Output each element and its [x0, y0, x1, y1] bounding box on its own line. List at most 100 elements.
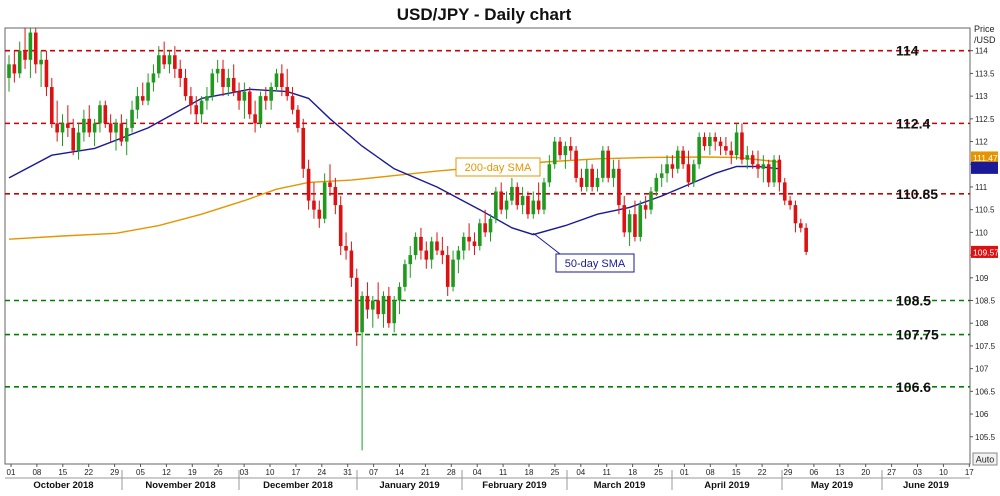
- candle: [750, 150, 755, 169]
- candle-body: [526, 196, 530, 215]
- x-day-label: 03: [913, 468, 922, 477]
- candle: [435, 232, 439, 256]
- x-day-label: 14: [395, 468, 404, 477]
- y-tick-label: 110: [975, 228, 988, 237]
- candle-body: [387, 295, 391, 324]
- y-tick-label: 108: [975, 319, 989, 328]
- candle: [135, 87, 140, 119]
- candle-body: [135, 96, 140, 110]
- candle-body: [247, 91, 252, 115]
- candle-body: [285, 87, 289, 97]
- candle: [782, 177, 787, 206]
- candle-body: [595, 177, 600, 187]
- x-day-label: 19: [188, 468, 197, 477]
- candle: [654, 173, 659, 197]
- candle-body: [627, 214, 632, 233]
- candle: [724, 137, 728, 156]
- candle-body: [617, 168, 621, 206]
- candle-body: [542, 182, 546, 210]
- candle: [408, 246, 413, 278]
- candle-body: [536, 200, 541, 210]
- candle-body: [12, 64, 17, 74]
- x-day-label: 08: [706, 468, 715, 477]
- x-day-label: 31: [343, 468, 352, 477]
- sma-labels: 200-day SMA 50-day SMA: [455, 157, 635, 273]
- candle: [189, 87, 193, 115]
- candle: [772, 155, 776, 187]
- candle-body: [66, 123, 70, 128]
- candle: [590, 164, 594, 192]
- x-day-label: 15: [58, 468, 67, 477]
- x-day-label: 01: [7, 468, 16, 477]
- level-label-4: 107.75: [896, 327, 939, 343]
- candle: [638, 200, 643, 242]
- candle: [515, 182, 520, 210]
- candle-body: [424, 250, 429, 260]
- candle: [718, 137, 723, 156]
- candle: [194, 96, 199, 124]
- x-day-label: 06: [809, 468, 818, 477]
- candle-body: [92, 123, 97, 133]
- candle: [360, 291, 364, 451]
- candle: [338, 196, 343, 256]
- candle: [766, 159, 771, 187]
- candle: [692, 159, 696, 187]
- candle: [17, 41, 22, 78]
- price-badge-1: [971, 161, 998, 174]
- candle-body: [429, 241, 434, 260]
- candle-body: [199, 100, 204, 115]
- x-day-label: 01: [680, 468, 689, 477]
- candle-body: [574, 150, 578, 178]
- candle-body: [408, 255, 413, 265]
- candle-body: [157, 55, 161, 74]
- candle: [60, 114, 65, 147]
- candle: [253, 100, 257, 133]
- candle: [617, 159, 621, 215]
- candle-body: [702, 137, 707, 147]
- candle-body: [520, 196, 525, 206]
- candle-body: [50, 87, 54, 124]
- candle-body: [713, 137, 717, 142]
- candle: [371, 295, 375, 328]
- candle: [745, 146, 750, 169]
- candle: [804, 223, 808, 256]
- time-axis: 01 08 15 22 29 05 12 19 26 03 10 17 24 31 07 14 21 28 04 11…: [5, 463, 974, 491]
- level-label-3: 108.5: [896, 293, 931, 309]
- candle: [413, 232, 418, 260]
- auto-scale-button[interactable]: Auto: [972, 452, 998, 466]
- candle: [296, 105, 300, 133]
- candle-body: [71, 127, 75, 151]
- x-day-label: 13: [835, 468, 844, 477]
- candle: [397, 282, 402, 315]
- candle-body: [338, 205, 343, 246]
- candle-body: [633, 214, 637, 237]
- chart-title: USD/JPY - Daily chart: [397, 5, 572, 24]
- candle-body: [772, 159, 776, 183]
- candle: [344, 232, 348, 260]
- candle-body: [413, 236, 418, 256]
- candle-body: [221, 68, 225, 88]
- candle: [317, 200, 322, 228]
- candle-body: [799, 223, 803, 228]
- candle: [734, 123, 739, 160]
- candle: [622, 196, 627, 237]
- candle: [665, 155, 669, 183]
- sma-200-label-box: [455, 157, 541, 177]
- candle: [467, 223, 471, 251]
- x-day-label: 11: [603, 468, 612, 477]
- candle: [499, 182, 503, 215]
- candle-body: [445, 255, 450, 287]
- x-month-label: February 2019: [482, 480, 546, 491]
- candle-body: [178, 68, 182, 78]
- candle-body: [793, 205, 798, 224]
- candle: [799, 218, 803, 233]
- candle-body: [804, 227, 808, 252]
- x-month-label: January 2019: [379, 480, 439, 491]
- candle-body: [729, 150, 734, 156]
- candle: [322, 173, 327, 224]
- sma-50-label-box: [555, 253, 635, 273]
- candle-body: [649, 191, 653, 210]
- candle: [659, 164, 664, 187]
- candle: [563, 141, 568, 169]
- candle: [451, 250, 455, 292]
